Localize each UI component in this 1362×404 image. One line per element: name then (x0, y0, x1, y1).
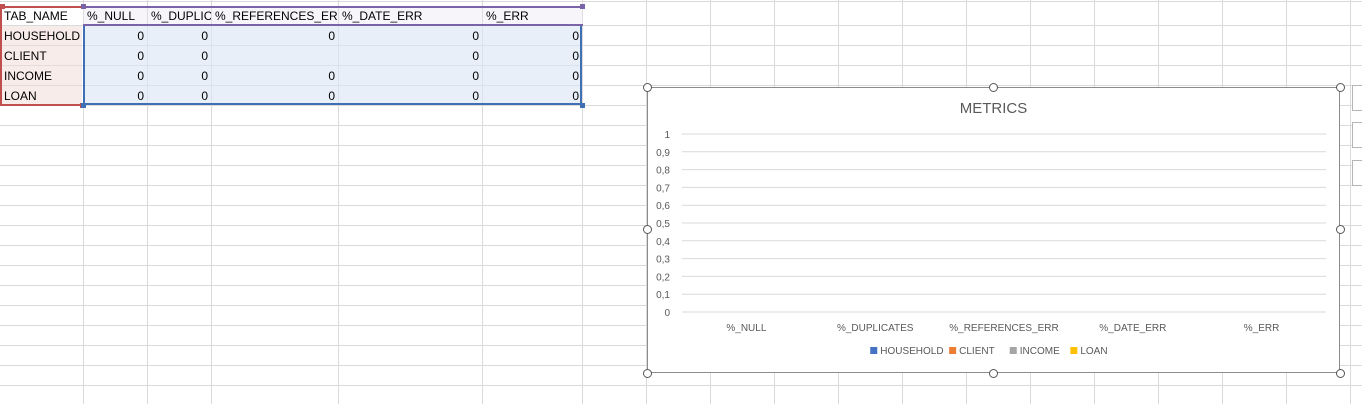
resize-handle[interactable] (643, 369, 652, 378)
chart-elements-button[interactable] (1352, 85, 1362, 111)
header-cell-date-err[interactable]: %_DATE_ERR (342, 9, 423, 23)
legend-swatch-household (870, 347, 878, 354)
value-cell[interactable]: 0 (328, 29, 335, 43)
legend-label-client: CLIENT (959, 346, 995, 357)
row-name-cell[interactable]: LOAN (4, 89, 37, 103)
value-cell[interactable]: 0 (201, 89, 208, 103)
row-name-cell[interactable]: INCOME (4, 69, 52, 83)
legend-swatch-income (1009, 347, 1017, 354)
x-tick-label: %_ERR (1244, 323, 1280, 334)
resize-handle[interactable] (989, 369, 998, 378)
y-tick-label: 0,6 (656, 201, 670, 212)
value-cell[interactable]: 0 (572, 49, 579, 63)
row-label-selection (1, 26, 82, 105)
legend-swatch-client (949, 347, 957, 354)
value-cell[interactable]: 0 (472, 29, 479, 43)
chart-filters-button[interactable] (1352, 160, 1362, 186)
gridline (338, 0, 339, 404)
metrics-chart[interactable]: METRICS 0 0,1 0,2 0,3 0,4 0,5 0,6 0,7 0,8 0,9 1 %_N… (647, 87, 1340, 373)
header-cell-err[interactable]: %_ERR (486, 9, 529, 23)
row-name-cell[interactable]: CLIENT (4, 49, 47, 63)
value-cell[interactable]: 0 (137, 49, 144, 63)
value-cell[interactable]: 0 (137, 89, 144, 103)
value-cell[interactable]: 0 (472, 89, 479, 103)
legend-label-household: HOUSEHOLD (880, 346, 943, 357)
x-tick-label: %_DATE_ERR (1099, 323, 1166, 334)
value-cell[interactable] (212, 47, 338, 66)
x-tick-label: %_DUPLICATES (837, 323, 914, 334)
row-label-selection-border (0, 6, 83, 106)
y-tick-label: 0,5 (656, 219, 670, 230)
value-cell[interactable]: 0 (472, 49, 479, 63)
header-cell-tab-name[interactable]: TAB_NAME (4, 9, 68, 23)
legend-swatch-loan (1070, 347, 1078, 354)
legend-label-income: INCOME (1020, 346, 1060, 357)
y-tick-label: 0,4 (656, 237, 670, 248)
y-tick-label: 0 (664, 308, 670, 319)
value-cell[interactable]: 0 (201, 29, 208, 43)
resize-handle[interactable] (1336, 225, 1345, 234)
gridline (482, 0, 483, 404)
selection-corner-handle[interactable] (0, 4, 5, 9)
y-tick-label: 0,8 (656, 166, 670, 177)
x-tick-label: %_REFERENCES_ERR (949, 323, 1058, 334)
x-tick-label: %_NULL (726, 323, 766, 334)
legend-label-loan: LOAN (1080, 346, 1107, 357)
y-tick-label: 0,2 (656, 272, 670, 283)
gridline (646, 0, 647, 404)
row-name-cell[interactable]: HOUSEHOLD (4, 29, 81, 43)
resize-handle[interactable] (643, 83, 652, 92)
selection-corner-handle[interactable] (81, 4, 86, 9)
chart-title: METRICS (959, 100, 1028, 117)
header-cell-duplicates[interactable]: %_DUPLIC (151, 9, 211, 23)
value-cell[interactable]: 0 (328, 69, 335, 83)
value-cell[interactable]: 0 (201, 69, 208, 83)
value-cell[interactable]: 0 (472, 69, 479, 83)
value-cell[interactable]: 0 (328, 89, 335, 103)
value-cell[interactable]: 0 (572, 69, 579, 83)
value-cell[interactable]: 0 (137, 69, 144, 83)
chart-styles-button[interactable] (1352, 122, 1362, 148)
chart-plot: 0 0,1 0,2 0,3 0,4 0,5 0,6 0,7 0,8 0,9 1 %_NULL %_DUP… (656, 130, 1326, 357)
y-tick-label: 1 (664, 130, 670, 141)
gridline (1350, 0, 1351, 404)
resize-handle[interactable] (643, 225, 652, 234)
resize-handle[interactable] (989, 83, 998, 92)
header-range-selection (83, 6, 583, 26)
y-tick-label: 0,3 (656, 255, 670, 266)
resize-handle[interactable] (1336, 369, 1345, 378)
selection-corner-handle[interactable] (580, 4, 585, 9)
resize-handle[interactable] (1336, 83, 1345, 92)
gridline (582, 0, 583, 404)
value-cell[interactable]: 0 (572, 89, 579, 103)
gridline (211, 0, 212, 404)
gridline (147, 0, 148, 404)
y-tick-label: 0,7 (656, 183, 670, 194)
header-cell-references-err[interactable]: %_REFERENCES_ERR (215, 9, 338, 23)
selection-corner-handle[interactable] (580, 103, 585, 108)
selection-corner-handle[interactable] (81, 103, 86, 108)
value-cell[interactable]: 0 (137, 29, 144, 43)
value-cell[interactable]: 0 (201, 49, 208, 63)
header-cell-null[interactable]: %_NULL (87, 9, 136, 23)
value-cell[interactable]: 0 (572, 29, 579, 43)
value-range-selection (83, 26, 582, 105)
y-tick-label: 0,1 (656, 290, 670, 301)
y-tick-label: 0,9 (656, 148, 670, 159)
gridline (83, 0, 84, 404)
